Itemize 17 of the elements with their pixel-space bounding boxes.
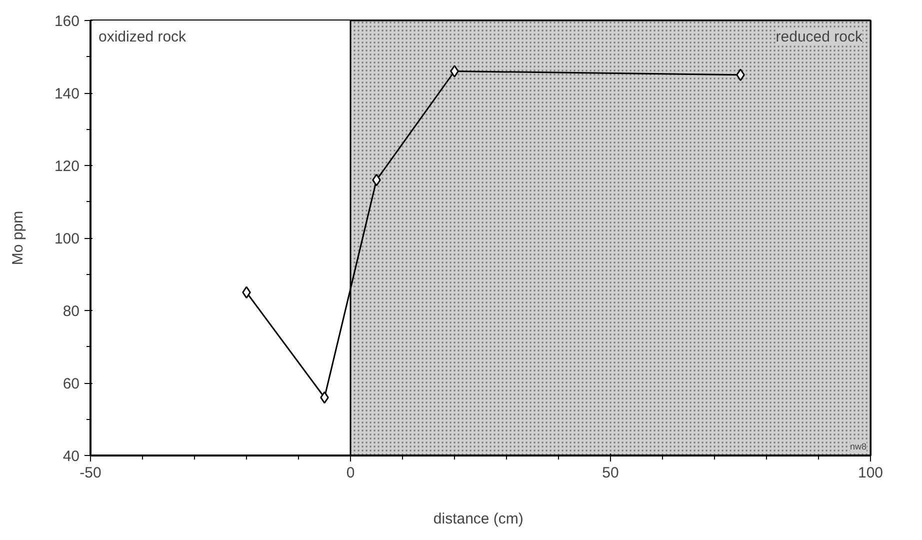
- x-tick-label: 50: [602, 464, 619, 482]
- y-tick-label: 120: [54, 158, 80, 175]
- y-tick-label: 100: [54, 230, 80, 248]
- band-label: reduced rock: [776, 28, 863, 46]
- y-tick-label: 140: [54, 86, 80, 102]
- y-tick-label: 160: [54, 13, 80, 30]
- y-tick-label: 40: [62, 448, 80, 465]
- x-tick-label: 100: [858, 464, 884, 482]
- point: [450, 65, 459, 78]
- y-tick-label: 60: [62, 376, 80, 392]
- y-tick-label: 80: [62, 303, 80, 320]
- x-tick-label: -50: [80, 464, 102, 482]
- annotation: nw8: [850, 442, 867, 452]
- x-tick-label: 0: [346, 464, 355, 482]
- band-label: oxidized rock: [98, 28, 187, 46]
- y-axis-title: Mo ppm: [9, 210, 26, 266]
- x-axis-title: distance (cm): [433, 510, 524, 528]
